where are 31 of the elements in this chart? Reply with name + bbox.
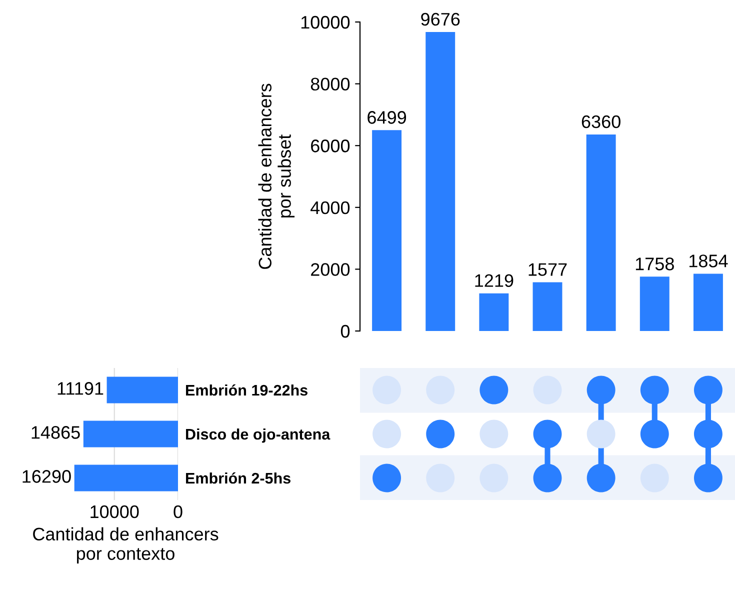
y-tick-label: 8000 bbox=[310, 78, 350, 91]
y-tick-label: 2000 bbox=[311, 263, 350, 276]
bar bbox=[479, 293, 509, 331]
data-label: 1577 bbox=[528, 263, 567, 276]
category-label: Disco de ojo-antena bbox=[186, 428, 330, 443]
bar bbox=[74, 464, 178, 492]
data-label: 6360 bbox=[582, 115, 620, 128]
data-label: 1219 bbox=[475, 274, 514, 287]
bar bbox=[586, 134, 616, 331]
bar bbox=[372, 130, 402, 331]
bar bbox=[106, 376, 178, 404]
bar bbox=[426, 32, 456, 331]
y-tick-label: 6000 bbox=[311, 140, 350, 152]
data-label: 14865 bbox=[32, 426, 80, 439]
y-tick-label: 0 bbox=[340, 324, 350, 338]
data-label: 1854 bbox=[690, 254, 728, 268]
data-label: 1758 bbox=[636, 258, 674, 270]
category-label: Embrión 2-5hs bbox=[186, 472, 290, 484]
y-tick-label: 10000 bbox=[301, 16, 350, 29]
data-label: 6499 bbox=[368, 111, 406, 124]
data-label: 11191 bbox=[58, 382, 104, 395]
y-tick-label: 4000 bbox=[310, 201, 350, 214]
category-label: Embrión 19-22hs bbox=[186, 384, 308, 396]
bar bbox=[693, 274, 723, 331]
bar bbox=[83, 420, 178, 448]
data-label: 16290 bbox=[22, 470, 71, 483]
y-axis-title: Cantidad de enhancers por subset bbox=[258, 84, 295, 269]
bar bbox=[532, 282, 562, 331]
bar bbox=[640, 276, 670, 331]
data-label: 9676 bbox=[421, 12, 460, 26]
x-axis-title: Cantidad de enhancers por contexto bbox=[33, 527, 218, 564]
